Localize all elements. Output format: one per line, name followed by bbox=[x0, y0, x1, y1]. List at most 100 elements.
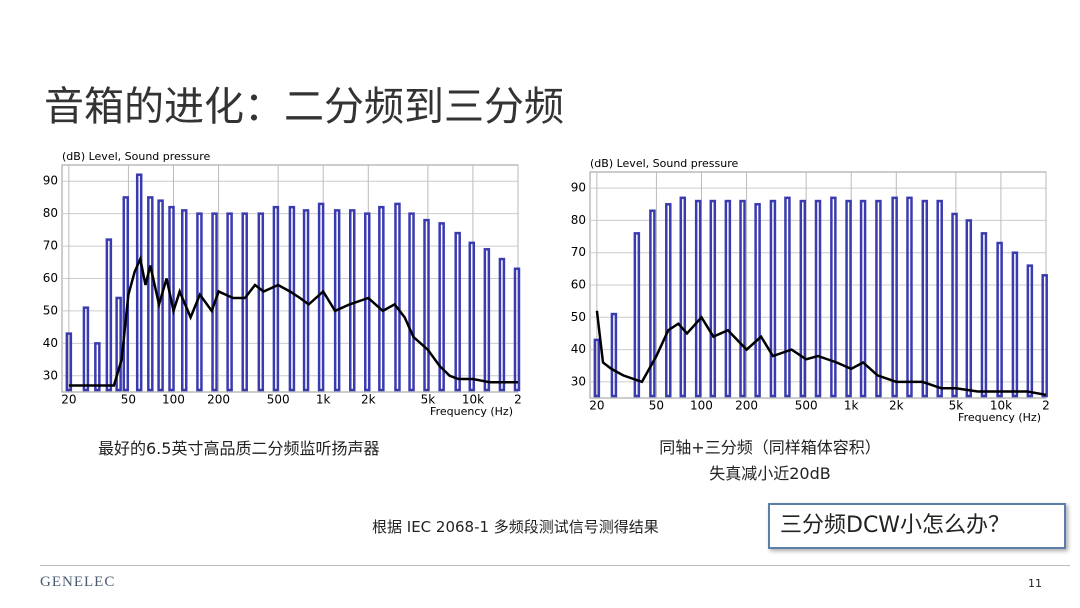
tone-stem bbox=[349, 209, 356, 392]
x-tick-label: 50 bbox=[649, 399, 664, 413]
tone-stem bbox=[633, 232, 641, 398]
tone-stem bbox=[147, 196, 154, 392]
tone-stem bbox=[1011, 251, 1019, 398]
x-tick-label: 50 bbox=[121, 393, 136, 407]
tone-stem bbox=[996, 241, 1003, 398]
tone-stem bbox=[965, 219, 973, 398]
x-tick-label: 1k bbox=[316, 393, 331, 407]
page-number: 11 bbox=[1028, 577, 1042, 590]
y-tick-label: 70 bbox=[571, 245, 586, 259]
y-tick-label: 90 bbox=[571, 181, 586, 195]
tone-stem bbox=[980, 232, 988, 398]
tone-stem bbox=[211, 212, 218, 392]
x-tick-label: 2 bbox=[1042, 399, 1050, 413]
slide-title: 音箱的进化：二分频到三分频 bbox=[44, 84, 564, 130]
y-tick-label: 60 bbox=[43, 271, 58, 285]
tone-stem bbox=[288, 205, 296, 392]
tone-stem bbox=[438, 222, 445, 392]
tone-stem bbox=[135, 173, 143, 392]
tone-stem bbox=[408, 212, 415, 392]
y-tick-label: 60 bbox=[571, 278, 586, 292]
tone-stem bbox=[891, 196, 898, 398]
tone-stem bbox=[394, 202, 401, 392]
tone-stem bbox=[830, 196, 837, 398]
x-tick-label: 10k bbox=[990, 399, 1012, 413]
tone-stem bbox=[317, 202, 325, 392]
tone-stem bbox=[454, 231, 461, 392]
tone-stem bbox=[65, 332, 73, 392]
y-tick-label: 80 bbox=[43, 206, 58, 220]
tone-stem bbox=[724, 199, 732, 398]
tone-stem bbox=[94, 342, 101, 392]
tone-stem bbox=[610, 312, 618, 398]
x-axis-label: Frequency (Hz) bbox=[958, 411, 1041, 424]
distortion-line bbox=[595, 310, 1047, 397]
y-axis-label: (dB) Level, Sound pressure bbox=[62, 150, 211, 163]
x-tick-label: 500 bbox=[795, 399, 818, 413]
tone-stem bbox=[1041, 274, 1048, 398]
y-tick-label: 90 bbox=[43, 174, 58, 188]
tone-stem bbox=[951, 212, 958, 398]
y-tick-label: 30 bbox=[571, 374, 586, 388]
tone-stem bbox=[423, 218, 430, 392]
brand: GENELEC bbox=[40, 574, 116, 590]
tone-stem bbox=[784, 196, 791, 398]
caption-line: 失真减小近20dB bbox=[709, 464, 831, 483]
x-tick-label: 100 bbox=[690, 399, 713, 413]
tone-stem bbox=[1026, 264, 1034, 398]
y-tick-label: 40 bbox=[43, 336, 58, 350]
tone-stem bbox=[875, 199, 882, 398]
x-tick-label: 200 bbox=[735, 399, 758, 413]
y-tick-label: 30 bbox=[43, 368, 58, 382]
tone-stem bbox=[769, 199, 777, 398]
tone-stem bbox=[921, 199, 929, 398]
tone-stem bbox=[936, 199, 943, 398]
x-tick-label: 2k bbox=[361, 393, 376, 407]
tone-stem bbox=[272, 205, 280, 392]
x-tick-label: 20 bbox=[61, 393, 76, 407]
tone-stem bbox=[364, 212, 371, 392]
tone-stem bbox=[105, 238, 113, 392]
tone-stem bbox=[226, 212, 233, 392]
x-tick-label: 5k bbox=[421, 393, 436, 407]
tone-stem bbox=[593, 338, 601, 398]
tone-stem bbox=[468, 241, 476, 392]
tone-stem bbox=[257, 212, 265, 392]
tone-stem bbox=[115, 296, 122, 392]
x-tick-label: 200 bbox=[207, 393, 230, 407]
footer-rule bbox=[40, 565, 1070, 566]
caption-line: 同轴+三分频（同样箱体容积） bbox=[659, 438, 881, 457]
x-tick-label: 2 bbox=[514, 393, 522, 407]
tone-stem bbox=[649, 209, 656, 398]
tone-stem bbox=[859, 199, 867, 398]
tone-stem bbox=[483, 248, 491, 392]
caption: 最好的6.5英寸高品质二分频监听扬声器 bbox=[98, 439, 380, 458]
tone-stem bbox=[665, 203, 672, 398]
tone-stem bbox=[845, 199, 852, 398]
tone-stem bbox=[754, 203, 761, 398]
tone-stem bbox=[906, 196, 913, 398]
tone-stem bbox=[513, 267, 521, 392]
tone-stem bbox=[498, 257, 506, 392]
x-tick-label: 100 bbox=[162, 393, 185, 407]
y-tick-label: 50 bbox=[43, 303, 58, 317]
y-tick-label: 40 bbox=[571, 342, 586, 356]
x-tick-label: 10k bbox=[462, 393, 484, 407]
tone-stem bbox=[241, 212, 248, 392]
caption: 同轴+三分频（同样箱体容积） 失真减小近20dB bbox=[640, 435, 900, 487]
source-note: 根据 IEC 2068-1 多频段测试信号测得结果 bbox=[372, 518, 659, 536]
x-tick-label: 500 bbox=[267, 393, 290, 407]
tone-stem bbox=[679, 196, 687, 398]
x-tick-label: 1k bbox=[844, 399, 859, 413]
x-tick-label: 2k bbox=[889, 399, 904, 413]
tone-stem bbox=[709, 199, 717, 398]
y-axis-label: (dB) Level, Sound pressure bbox=[590, 157, 739, 170]
tone-stem bbox=[168, 205, 175, 392]
x-tick-label: 5k bbox=[949, 399, 964, 413]
callout: 三分频DCW小怎么办？ bbox=[768, 503, 1066, 549]
tone-stem bbox=[378, 205, 385, 392]
x-axis-label: Frequency (Hz) bbox=[430, 405, 513, 418]
tone-stem bbox=[82, 306, 90, 392]
